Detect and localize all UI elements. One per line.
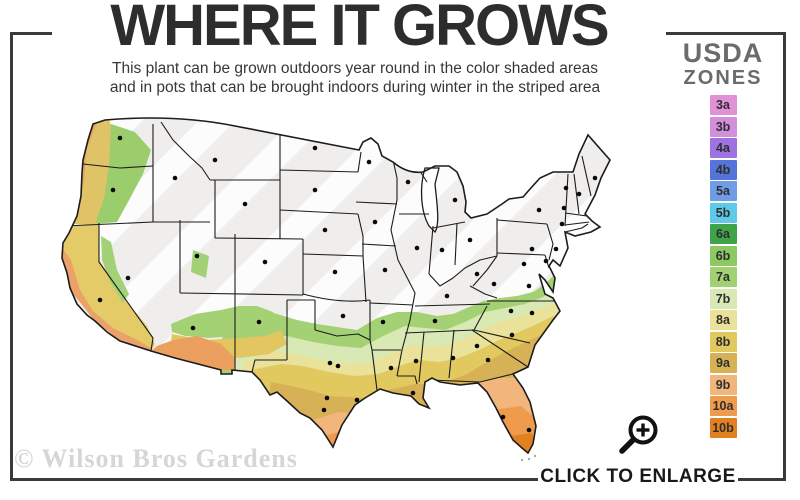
legend-zone-swatch: 10a	[709, 396, 737, 416]
city-dots	[97, 135, 598, 433]
subtitle-line-2: and in pots that can be brought indoors …	[109, 78, 601, 96]
subtitle-line-1: This plant can be grown outdoors year ro…	[112, 60, 598, 77]
legend-zone-swatch: 5a	[709, 181, 737, 201]
enlarge-control[interactable]: CLICK TO ENLARGE	[538, 412, 738, 490]
legend-title-usda: USDA	[682, 38, 764, 68]
legend-zones: 3a 3b 4a 4b 5a 5b 6a 6b 7a 7b 8a 8b 9a 9b 10a 10b	[664, 95, 782, 438]
page-subtitle: This plant can be grown outdoors year ro…	[80, 60, 630, 97]
legend-zone-swatch: 3b	[709, 116, 737, 137]
legend-title-zones: ZONES	[683, 67, 763, 89]
legend-zone-swatch: 6b	[709, 245, 737, 266]
magnifier-plus-icon[interactable]	[612, 412, 664, 462]
usda-zone-map[interactable]	[25, 108, 665, 481]
click-to-enlarge-label[interactable]: CLICK TO ENLARGE	[538, 464, 738, 490]
page-title: WHERE IT GROWS	[52, 0, 666, 57]
legend-zone-swatch: 9b	[709, 374, 737, 395]
legend-zone-swatch: 10b	[709, 417, 737, 438]
watermark-copyright: © Wilson Bros Gardens	[14, 444, 298, 473]
legend-zone-swatch: 8a	[709, 310, 737, 330]
legend-zone-swatch: 5b	[709, 202, 737, 223]
legend-zone-swatch: 7b	[709, 288, 737, 309]
legend-zone-swatch: 8b	[709, 331, 737, 352]
state-borders	[64, 121, 592, 391]
legend-zone-swatch: 3a	[709, 95, 737, 115]
lake-michigan	[420, 167, 440, 234]
legend-zone-swatch: 4b	[709, 159, 737, 180]
legend-zone-swatch: 4a	[709, 138, 737, 158]
usda-zones-legend: USDA ZONES 3a 3b 4a 4b 5a 5b 6a 6b 7a 7b 8a 8b 9a 9b 1…	[664, 40, 782, 438]
legend-zone-swatch: 6a	[709, 224, 737, 244]
florida-keys	[520, 454, 537, 462]
legend-zone-swatch: 7a	[709, 267, 737, 287]
legend-zone-swatch: 9a	[709, 353, 737, 373]
